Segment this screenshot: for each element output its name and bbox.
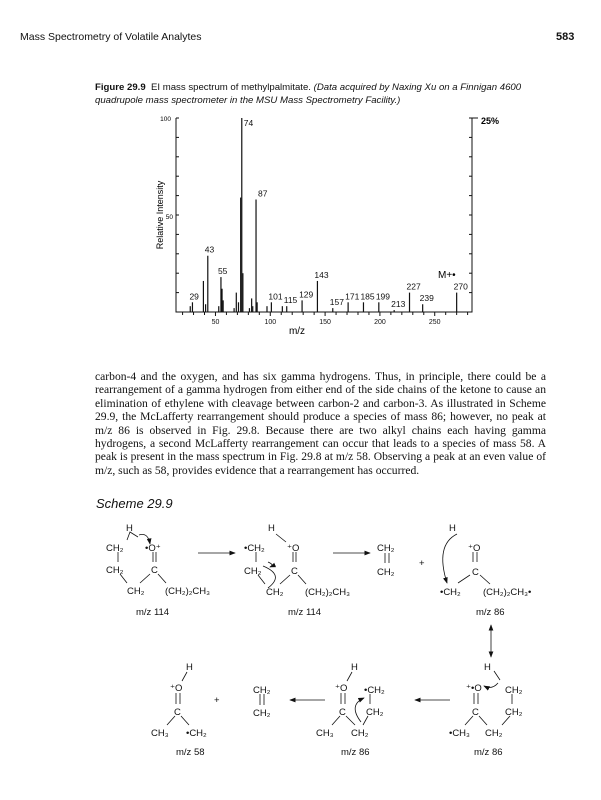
scheme-sB: H ⁺O •CH₂ C CH₂ CH₃ CH₂ m/z 86	[316, 662, 385, 758]
atom-c: C	[472, 567, 479, 578]
atom-c: C	[151, 565, 158, 576]
chart-bars	[189, 118, 458, 312]
atom-c: C	[339, 707, 346, 718]
atom-ch3: CH₃	[316, 728, 334, 739]
atom-c: C	[291, 566, 298, 577]
atom-o: ⁺O	[170, 683, 182, 694]
y-tick-50: 50	[166, 214, 174, 221]
atom-ch2: CH₂	[377, 567, 395, 578]
plus-sign: +	[419, 558, 425, 569]
atom-o: ⁺O	[468, 543, 480, 554]
atom-ch2: CH₂	[351, 728, 369, 739]
scheme-s3: H ⁺O C •CH₂ (CH₂)₂CH₃• m/z 86	[440, 523, 531, 618]
body-paragraph: carbon-4 and the oxygen, and has six gam…	[95, 370, 546, 477]
scheme-title: Scheme 29.9	[96, 496, 173, 511]
x-tick-label: 100	[264, 319, 276, 326]
atom-o: ⁺•O	[466, 683, 482, 694]
atom-ch2: CH₂	[106, 565, 124, 576]
atom-ch2: CH₂	[485, 728, 503, 739]
atom-h: H	[186, 662, 193, 673]
scheme-s2: H •CH₂ ⁺O CH₂ C CH₂ (CH₂)₂CH₃ m/z 114	[244, 523, 350, 618]
plus-sign: +	[214, 695, 220, 706]
atom-ch2: CH₂	[505, 685, 523, 696]
figure-caption: Figure 29.9 EI mass spectrum of methylpa…	[95, 81, 565, 107]
peak-label-55: 55	[218, 266, 228, 276]
atom-ch3-radical: •CH₃	[449, 728, 470, 739]
peak-label-143: 143	[314, 270, 328, 280]
x-tick-label: 50	[212, 319, 220, 326]
atom-h: H	[126, 523, 133, 534]
atom-h: H	[449, 523, 456, 534]
peak-label-87: 87	[258, 188, 268, 198]
peak-label-115: 115	[284, 295, 298, 305]
atom-o: ⁺O	[287, 543, 299, 554]
y-tick-100: 100	[160, 116, 171, 123]
atom-ch2-radical: •CH₂	[186, 728, 207, 739]
atom-ch2: CH₂	[253, 708, 271, 719]
atom-ch2: CH₂	[244, 566, 262, 577]
mz-label: m/z 58	[176, 747, 205, 758]
scheme-sA: H ⁺O C CH₃ •CH₂ m/z 58 + CH₂ CH₂	[151, 662, 271, 758]
atom-h: H	[484, 662, 491, 673]
y-axis-label: Relative Intensity	[155, 180, 165, 249]
side-chain: (CH₂)₂CH₃	[165, 586, 210, 597]
peak-label-171: 171	[345, 291, 359, 301]
mz-label: m/z 114	[288, 607, 321, 618]
mz-label: m/z 86	[476, 607, 505, 618]
mz-label: m/z 114	[136, 607, 169, 618]
peak-label-213: 213	[391, 299, 405, 309]
atom-ch2: CH₂	[253, 685, 271, 696]
x-tick-label: 150	[319, 319, 331, 326]
peak-label-227: 227	[407, 282, 421, 292]
atom-ch2: CH₂	[106, 543, 124, 554]
atom-o: •O⁺	[145, 543, 161, 554]
atom-h: H	[268, 523, 275, 534]
scheme-bonds	[117, 531, 513, 726]
atom-o: ⁺O	[335, 683, 347, 694]
peak-label-43: 43	[205, 245, 215, 255]
peak-label-185: 185	[360, 291, 374, 301]
atom-h: H	[351, 662, 358, 673]
atom-ch2: CH₂	[366, 707, 384, 718]
running-head: Mass Spectrometry of Volatile Analytes	[20, 31, 202, 43]
mz-label: m/z 86	[341, 747, 370, 758]
atom-ch2: CH₂	[127, 586, 145, 597]
peak-label-29: 29	[189, 291, 199, 301]
chart-axes	[175, 117, 478, 316]
atom-ch2: CH₂	[377, 543, 395, 554]
peak-label-239: 239	[420, 293, 434, 303]
molecular-ion-label: M+•	[438, 270, 456, 281]
atom-c: C	[174, 707, 181, 718]
right-axis-label: 25%	[481, 116, 499, 126]
atom-ch2: CH₂	[266, 587, 284, 598]
atom-ch2-radical: •CH₂	[440, 587, 461, 598]
scheme-ethylene: CH₂ CH₂ +	[377, 543, 425, 578]
mz-label: m/z 86	[474, 747, 503, 758]
peak-label-101: 101	[268, 291, 282, 301]
atom-ch2-radical: •CH₂	[244, 543, 265, 554]
x-tick-label: 250	[429, 319, 441, 326]
atom-ch3: CH₃	[151, 728, 169, 739]
peak-label-157: 157	[330, 297, 344, 307]
x-axis-label: m/z	[289, 326, 305, 337]
x-tick-label: 200	[374, 319, 386, 326]
atom-ch2-radical: •CH₂	[364, 685, 385, 696]
atom-ch2: CH₂	[505, 707, 523, 718]
page-number: 583	[556, 31, 575, 43]
side-chain: (CH₂)₂CH₃•	[483, 587, 531, 598]
peak-label-270: 270	[454, 282, 468, 292]
peak-label-74: 74	[244, 118, 254, 128]
figure-caption-text: EI mass spectrum of methylpalmitate.	[151, 82, 311, 93]
atom-c: C	[472, 707, 479, 718]
peak-label-199: 199	[376, 291, 390, 301]
scheme-s1: H CH₂ •O⁺ CH₂ C CH₂ (CH₂)₂CH₃ m/z 114	[106, 523, 210, 618]
figure-label: Figure 29.9	[95, 82, 146, 93]
scheme-sC: H ⁺•O CH₂ C CH₂ •CH₃ CH₂ m/z 86	[449, 662, 523, 758]
figure-credit: (Data acquired by Naxing Xu on a Finniga…	[95, 82, 522, 106]
side-chain: (CH₂)₂CH₃	[305, 587, 350, 598]
peak-label-129: 129	[299, 289, 313, 299]
